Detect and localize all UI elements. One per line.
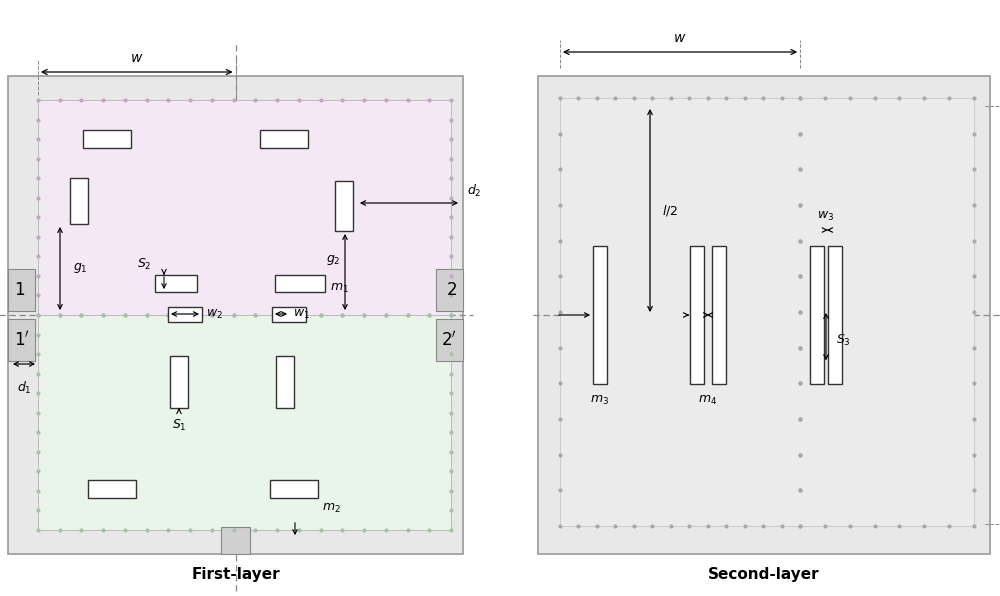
Text: $2'$: $2'$ <box>441 331 457 349</box>
Text: $g_2$: $g_2$ <box>326 253 341 267</box>
Bar <box>593 246 607 384</box>
Text: Second-layer: Second-layer <box>708 567 820 582</box>
Bar <box>170 356 188 408</box>
Bar <box>276 356 294 408</box>
Bar <box>168 307 202 322</box>
Text: $1$: $1$ <box>14 281 25 299</box>
Bar <box>8 269 35 311</box>
Text: First-layer: First-layer <box>191 567 280 582</box>
Bar <box>810 246 824 384</box>
Text: $2$: $2$ <box>446 281 457 299</box>
Bar <box>712 246 726 384</box>
Bar <box>88 480 136 498</box>
Bar <box>275 275 325 292</box>
Bar <box>83 130 131 148</box>
Text: $1'$: $1'$ <box>14 331 30 349</box>
Bar <box>220 527 250 554</box>
Bar <box>260 130 308 148</box>
Text: $m_3$: $m_3$ <box>590 394 610 407</box>
Bar <box>538 76 990 554</box>
Text: $l/2$: $l/2$ <box>662 203 678 218</box>
Text: $m_4$: $m_4$ <box>698 394 718 407</box>
Bar <box>335 181 353 231</box>
Bar <box>436 319 463 361</box>
Text: $m_1$: $m_1$ <box>330 281 349 294</box>
Bar <box>38 100 451 315</box>
Bar <box>270 480 318 498</box>
Bar <box>8 76 463 554</box>
Text: $w$: $w$ <box>673 31 687 45</box>
Bar <box>38 315 451 530</box>
Text: $w_2$: $w_2$ <box>206 308 223 321</box>
Bar <box>272 307 306 322</box>
Bar <box>828 246 842 384</box>
Text: $d_1$: $d_1$ <box>17 380 31 396</box>
Text: $w_3$: $w_3$ <box>817 210 835 223</box>
Bar <box>8 319 35 361</box>
Text: $w_1$: $w_1$ <box>293 308 310 321</box>
Text: $w$: $w$ <box>130 51 143 65</box>
Bar <box>155 275 197 292</box>
Bar <box>690 246 704 384</box>
Bar <box>560 98 974 526</box>
Bar <box>436 269 463 311</box>
Text: $S_1$: $S_1$ <box>172 418 186 433</box>
Text: $g_1$: $g_1$ <box>73 262 88 275</box>
Bar <box>70 178 88 224</box>
Text: $m_2$: $m_2$ <box>322 502 341 515</box>
Text: $S_2$: $S_2$ <box>137 257 152 272</box>
Text: $d_2$: $d_2$ <box>467 183 482 199</box>
Text: $S_3$: $S_3$ <box>836 333 851 348</box>
